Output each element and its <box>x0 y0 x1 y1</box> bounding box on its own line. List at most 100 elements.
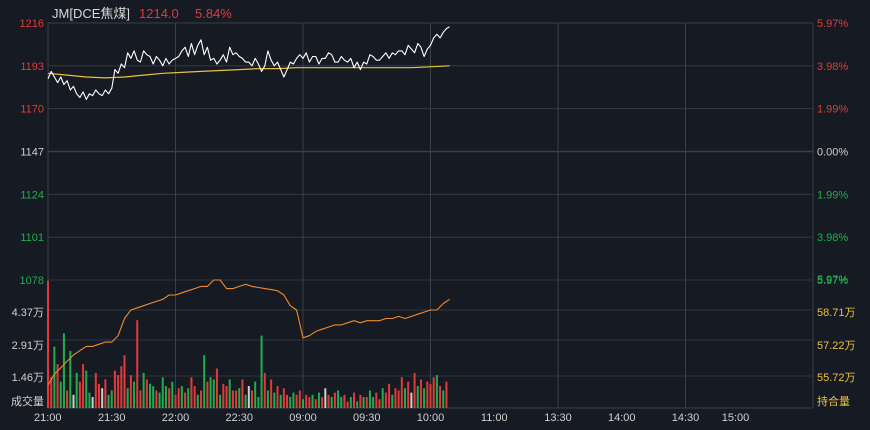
y-tick-right: 5.97% <box>817 275 848 287</box>
volume-bar <box>53 346 56 408</box>
volume-bar <box>295 394 298 408</box>
volume-bar <box>298 390 301 408</box>
volume-bar <box>193 386 196 408</box>
volume-bar <box>384 392 387 408</box>
volume-bar <box>362 397 365 408</box>
volume-tick-left: 成交量 <box>11 394 44 408</box>
volume-bar <box>257 397 260 408</box>
x-tick-label: 14:00 <box>608 412 636 424</box>
volume-bar <box>413 372 416 408</box>
volume-bar <box>282 388 285 408</box>
y-tick-left: 1170 <box>20 104 44 116</box>
volume-tick-left: 4.37万 <box>12 307 44 319</box>
volume-bar <box>222 383 225 408</box>
y-tick-right: 0.00% <box>817 147 848 159</box>
volume-bar <box>359 394 362 408</box>
volume-bar <box>94 372 97 408</box>
price-line <box>47 26 450 100</box>
volume-bar <box>225 386 228 408</box>
volume-bar <box>397 390 400 408</box>
volume-bar <box>117 375 120 408</box>
volume-bar <box>266 390 269 408</box>
volume-bar <box>292 392 295 408</box>
volume-bar <box>435 375 438 408</box>
x-tick-label: 10:00 <box>417 412 445 424</box>
y-tick-right: 5.97% <box>817 18 848 30</box>
volume-bar <box>110 390 113 408</box>
volume-bar <box>72 394 75 408</box>
x-tick-label: 22:30 <box>225 412 253 424</box>
volume-bar <box>263 372 266 408</box>
volume-bar <box>149 383 151 408</box>
grid <box>47 22 814 409</box>
volume-bar <box>59 381 62 408</box>
volume-bar <box>56 364 59 408</box>
volume-bar <box>432 377 435 408</box>
x-tick-label: 09:00 <box>289 412 317 424</box>
y-tick-left: 1124 <box>20 189 44 201</box>
volume-bar <box>212 379 215 408</box>
volume-bar <box>126 388 129 408</box>
volume-bar <box>228 379 231 408</box>
volume-bar <box>365 397 368 408</box>
y-tick-right: 1.99% <box>817 104 848 116</box>
volume-bar <box>375 392 378 408</box>
volume-bar <box>184 392 187 408</box>
volume-tick-right: 58.71万 <box>817 307 856 319</box>
volume-bar <box>104 379 107 408</box>
x-tick-label: 13:30 <box>544 412 572 424</box>
volume-bar <box>203 355 206 408</box>
open-interest-line <box>47 279 450 386</box>
axis-labels: 1216 1193 1170 1147 1124 1101 1078 5.97% 3.98% 1.… <box>11 18 856 424</box>
volume-bar <box>302 399 304 408</box>
volume-bar <box>327 394 330 408</box>
volume-bar <box>244 394 247 408</box>
volume-bar <box>139 390 142 408</box>
chart-header: JM[DCE焦煤] 1214.0 5.84% <box>52 6 232 21</box>
volume-bar <box>330 397 333 408</box>
volume-bar <box>171 381 174 408</box>
volume-bar <box>91 397 94 408</box>
volume-bar <box>381 388 384 408</box>
y-tick-left: 1078 <box>20 275 44 287</box>
volume-bar <box>378 399 381 408</box>
volume-bar <box>142 372 145 408</box>
volume-bar <box>161 377 164 408</box>
x-tick-label: 21:00 <box>34 412 62 424</box>
volume-bar <box>168 388 171 408</box>
volume-bar <box>241 379 244 408</box>
volume-bar <box>180 386 183 408</box>
volume-bar <box>136 320 139 408</box>
volume-bar <box>190 377 193 408</box>
y-tick-left: 1193 <box>20 61 44 73</box>
volume-bar <box>388 383 391 408</box>
volume-bar <box>372 397 375 408</box>
volume-bar <box>270 379 273 408</box>
volume-tick-right: 55.72万 <box>817 372 856 384</box>
volume-bar <box>155 390 158 408</box>
volume-bar <box>353 392 355 408</box>
volume-bar <box>314 399 317 408</box>
volume-bar <box>206 381 209 408</box>
volume-bar <box>98 383 100 408</box>
average-price-line <box>47 65 450 79</box>
volume-bar <box>123 355 126 408</box>
volume-bar <box>273 392 276 408</box>
volume-bar <box>129 375 132 408</box>
volume-bar <box>305 394 308 408</box>
volume-bar <box>219 394 222 408</box>
x-tick-label: 14:30 <box>672 412 700 424</box>
volume-bar <box>419 379 422 408</box>
volume-bar <box>196 394 199 408</box>
volume-bar <box>177 388 180 408</box>
volume-bar <box>235 390 238 408</box>
volume-bar <box>289 397 292 408</box>
volume-bar <box>85 370 88 408</box>
volume-bar <box>62 333 65 408</box>
volume-bar <box>400 377 403 408</box>
y-tick-right: 3.98% <box>817 61 848 73</box>
volume-bar <box>88 392 91 408</box>
change-pct-label: 5.84% <box>195 6 232 21</box>
